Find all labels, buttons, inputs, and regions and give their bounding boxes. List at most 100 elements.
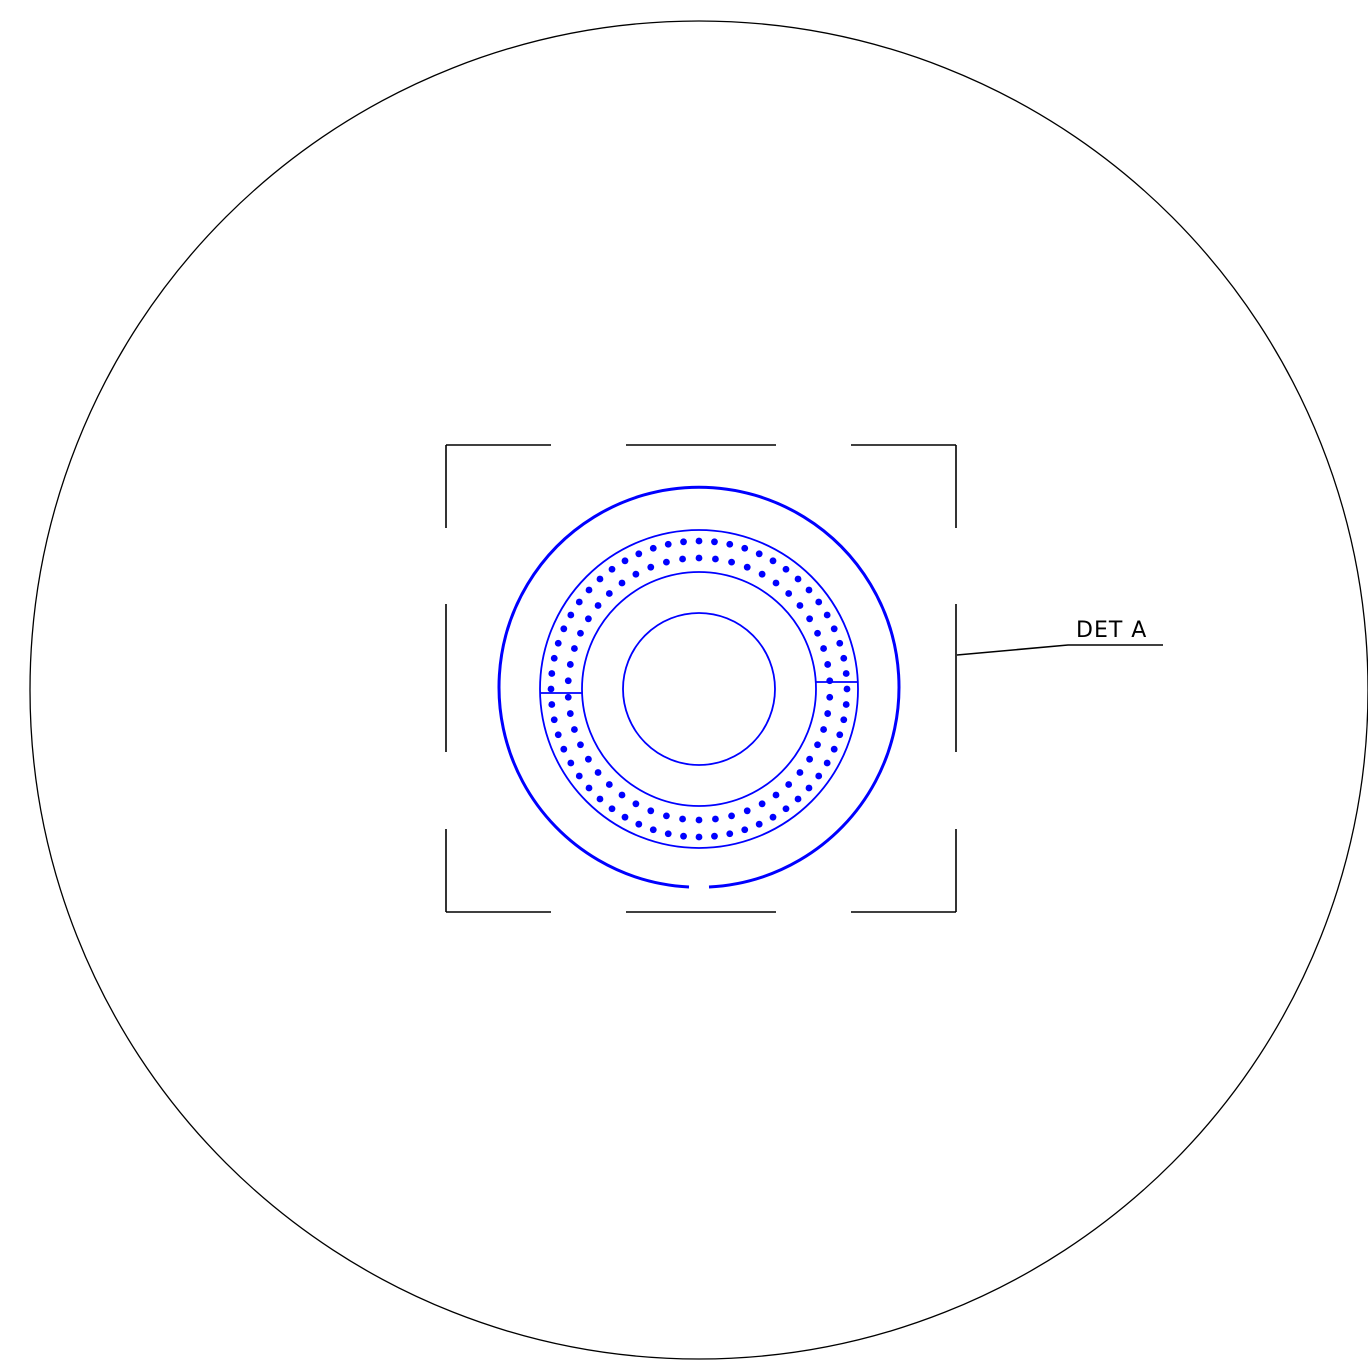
inner-ring-hole: [796, 769, 804, 776]
inner-ring-hole: [826, 693, 834, 701]
inner-ring-hole: [712, 815, 719, 823]
callout-leader-line: [956, 644, 1163, 656]
outer-ring-hole: [664, 830, 672, 838]
inner-ring-hole: [571, 645, 578, 652]
outer-ring-hole: [755, 550, 763, 558]
outer-ring-hole: [741, 544, 749, 552]
outer-ring-hole: [823, 759, 831, 767]
inner-ring-hole: [564, 693, 572, 701]
inner-ring-hole: [826, 677, 834, 685]
outer-ring-hole: [695, 833, 703, 841]
inner-ring-hole: [820, 726, 827, 733]
outer-ring-hole: [830, 745, 838, 753]
inner-ring-hole: [743, 807, 751, 815]
inner-ring-hole: [647, 807, 655, 815]
outer-ring-hole: [560, 625, 568, 633]
inner-ring-hole: [566, 710, 574, 717]
inner-ring-hole: [824, 710, 832, 717]
outer-ring-hole: [608, 565, 616, 573]
inner-ring-hole: [772, 579, 780, 587]
outer-ring-hole: [680, 538, 687, 546]
outer-ring-hole: [680, 832, 687, 840]
outer-ring-hole: [548, 670, 556, 677]
inner-ring-hole: [743, 563, 751, 571]
inner-ring-hole: [571, 726, 578, 733]
outer-ring-hole: [836, 639, 844, 647]
outer-ring-hole: [842, 701, 850, 708]
outer-ring-hole: [836, 731, 844, 739]
outer-ring-hole: [695, 537, 703, 545]
flange-detail: [497, 485, 901, 889]
outer-boundary-circle: [29, 20, 1368, 1360]
outer-ring-hole: [840, 654, 848, 662]
inner-ring-hole: [663, 558, 670, 566]
outer-ring-hole: [830, 625, 838, 633]
outer-ring-hole: [782, 565, 790, 573]
inner-ring-hole: [806, 615, 814, 623]
outer-ring-hole: [635, 550, 643, 558]
outer-ring-hole: [585, 586, 593, 594]
flange-outer-circle: [497, 485, 901, 889]
inner-ring-hole: [820, 645, 827, 652]
detail-callout-label: DET A: [1076, 618, 1147, 643]
outer-ring-hole: [664, 540, 672, 548]
outer-ring-hole: [815, 772, 823, 780]
inner-ring-hole: [632, 800, 640, 808]
outer-ring-hole: [575, 598, 583, 606]
detail-callout: DET A: [956, 618, 1163, 656]
outer-ring-hole: [550, 716, 558, 724]
inner-ring-hole: [695, 816, 703, 824]
outer-ring-hole: [585, 784, 593, 792]
outer-ring-hole: [769, 557, 777, 565]
outer-ring-hole: [649, 544, 657, 552]
outer-ring-hole: [554, 639, 562, 647]
outer-ring-hole: [621, 813, 629, 821]
inner-ring-hole: [728, 558, 735, 566]
inner-ring-hole: [785, 590, 793, 597]
outer-ring-hole: [560, 745, 568, 753]
inner-ring-hole: [679, 555, 686, 563]
inner-ring-hole: [824, 661, 832, 668]
outer-ring-hole: [575, 772, 583, 780]
outer-ring-hole: [794, 795, 802, 803]
inner-ring-hole: [584, 755, 592, 763]
inner-ring-hole: [647, 563, 655, 571]
outer-ring-hole: [649, 826, 657, 834]
outer-ring-hole: [726, 540, 734, 548]
outer-ring-hole: [711, 538, 718, 546]
inner-ring-hole: [618, 579, 626, 587]
inner-ring-hole: [566, 661, 574, 668]
inner-ring-hole: [594, 769, 602, 776]
inner-ring-hole: [605, 781, 613, 788]
inner-ring-hole: [728, 812, 735, 820]
outer-ring-hole: [815, 598, 823, 606]
outer-ring-hole: [547, 685, 555, 693]
inner-ring-hole: [663, 812, 670, 820]
inner-ring-hole: [632, 570, 640, 578]
outer-ring-hole: [843, 685, 851, 693]
inner-ring-hole: [695, 554, 703, 562]
inner-ring-hole: [679, 815, 686, 823]
outer-ring-hole: [596, 795, 604, 803]
outer-ring-hole: [548, 701, 556, 708]
outer-ring-hole: [596, 575, 604, 583]
hole-ring-outer-circle: [539, 529, 859, 849]
inner-ring-hole: [564, 677, 572, 685]
outer-ring-hole: [769, 813, 777, 821]
outer-ring-hole: [621, 557, 629, 565]
bolt-holes: [547, 537, 851, 841]
outer-ring-hole: [782, 805, 790, 813]
outer-ring-hole: [741, 826, 749, 834]
outer-ring-hole: [554, 731, 562, 739]
outer-ring-hole: [635, 820, 643, 828]
hole-ring-inner-circle: [581, 571, 817, 807]
outer-ring-hole: [823, 611, 831, 619]
outer-ring-hole: [550, 654, 558, 662]
outer-ring-hole: [567, 759, 575, 767]
detail-boundary-frame: [445, 444, 957, 913]
outer-ring-hole: [794, 575, 802, 583]
outer-ring-hole: [840, 716, 848, 724]
outer-ring-hole: [805, 586, 813, 594]
inner-ring-hole: [618, 791, 626, 799]
